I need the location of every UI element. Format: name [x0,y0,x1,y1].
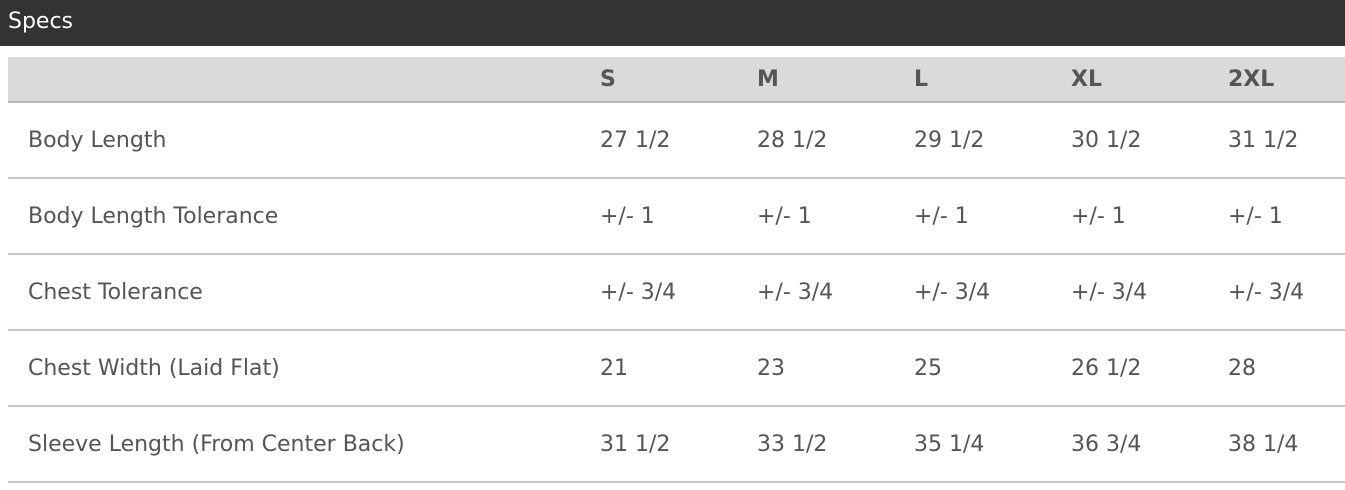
row-label: Body Length Tolerance [8,178,600,255]
cell-value: +/- 1 [600,178,757,255]
cell-value: +/- 1 [757,178,914,255]
column-header-s: S [600,57,757,103]
column-header-xl: XL [1071,57,1228,103]
cell-value: 31 1/2 [600,406,757,483]
cell-value: 35 1/4 [914,406,1071,483]
row-label: Chest Tolerance [8,254,600,331]
cell-value: 28 [1228,330,1345,407]
cell-value: 33 1/2 [757,406,914,483]
cell-value: +/- 3/4 [1228,254,1345,331]
cell-value: 29 1/2 [914,102,1071,179]
cell-value: +/- 1 [914,178,1071,255]
row-label: Body Length [8,102,600,179]
cell-value: 36 3/4 [1071,406,1228,483]
cell-value: 28 1/2 [757,102,914,179]
cell-value: 25 [914,330,1071,407]
size-header-row: S M L XL 2XL [8,57,1345,103]
table-row: Body Length Tolerance +/- 1 +/- 1 +/- 1 +/- … [8,178,1345,255]
cell-value: +/- 3/4 [1071,254,1228,331]
cell-value: 26 1/2 [1071,330,1228,407]
specs-title: Specs [8,9,74,34]
cell-value: +/- 3/4 [600,254,757,331]
cell-value: 21 [600,330,757,407]
row-label: Sleeve Length (From Center Back) [8,406,600,483]
cell-value: 38 1/4 [1228,406,1345,483]
table-row: Chest Width (Laid Flat) 21 23 25 26 1/2 28 [8,330,1345,407]
column-header-l: L [914,57,1071,103]
specs-header-bar: Specs [0,0,1345,46]
cell-value: +/- 3/4 [757,254,914,331]
cell-value: +/- 1 [1071,178,1228,255]
column-header-empty [8,57,600,103]
cell-value: 31 1/2 [1228,102,1345,179]
table-row: Body Length 27 1/2 28 1/2 29 1/2 30 1/2 31 1/… [8,102,1345,179]
column-header-m: M [757,57,914,103]
cell-value: +/- 1 [1228,178,1345,255]
cell-value: 27 1/2 [600,102,757,179]
column-header-2xl: 2XL [1228,57,1345,103]
specs-table: S M L XL 2XL Body Length 27 1/2 28 1/2 29 1… [8,57,1345,483]
cell-value: 23 [757,330,914,407]
row-label: Chest Width (Laid Flat) [8,330,600,407]
table-row: Chest Tolerance +/- 3/4 +/- 3/4 +/- 3/4 +/- … [8,254,1345,331]
cell-value: 30 1/2 [1071,102,1228,179]
table-row: Sleeve Length (From Center Back) 31 1/2 33… [8,406,1345,483]
cell-value: +/- 3/4 [914,254,1071,331]
